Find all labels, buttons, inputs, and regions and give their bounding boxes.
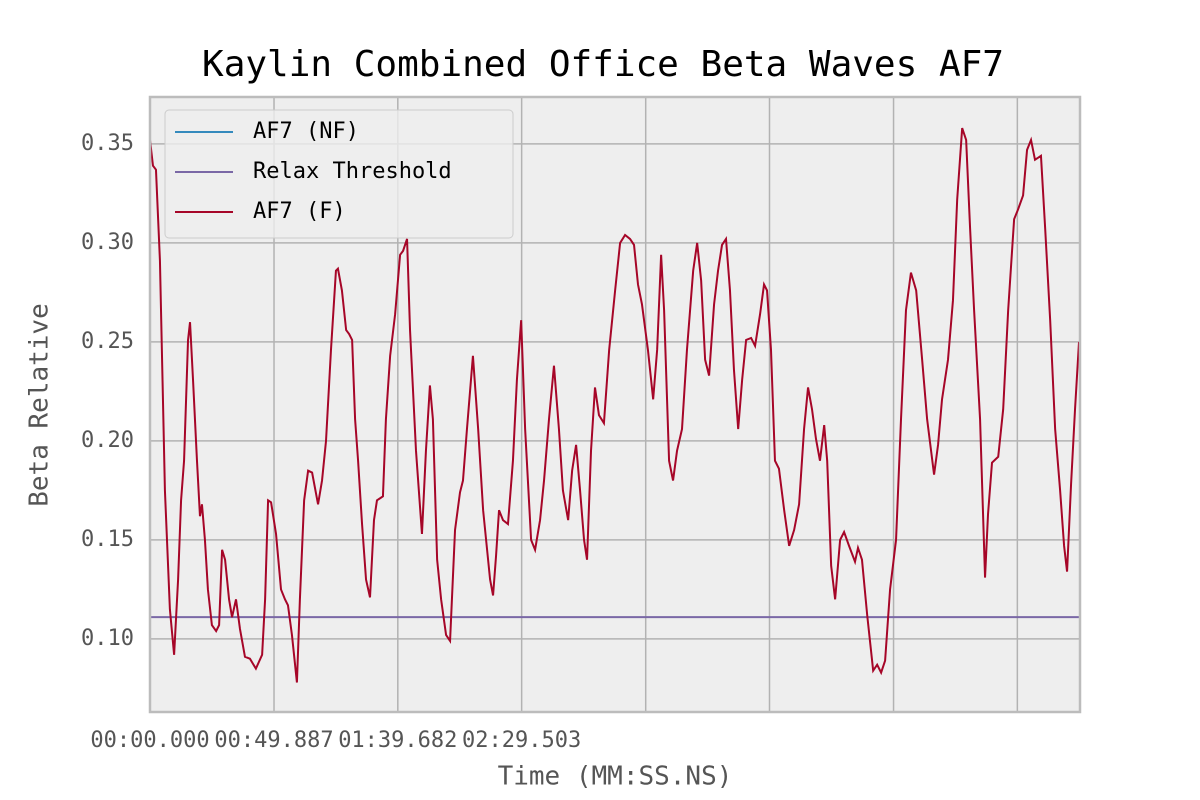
x-tick-label: 02:29.503: [462, 728, 581, 753]
series-line: [150, 127, 1080, 683]
y-axis-label: Beta Relative: [25, 303, 55, 507]
y-tick-label: 0.15: [81, 527, 134, 552]
x-tick-label: 01:39.682: [338, 728, 457, 753]
chart-title: Kaylin Combined Office Beta Waves AF7: [202, 44, 1004, 85]
y-tick-label: 0.35: [81, 131, 134, 156]
legend-label: AF7 (F): [253, 199, 346, 224]
legend-label: AF7 (NF): [253, 119, 359, 144]
x-tick-label: 00:49.887: [214, 728, 333, 753]
y-tick-label: 0.10: [81, 626, 134, 651]
y-tick-label: 0.20: [81, 428, 134, 453]
legend-label: Relax Threshold: [253, 159, 452, 184]
plot-frame: [148, 95, 1082, 714]
y-tick-label: 0.30: [81, 230, 134, 255]
x-axis-label: Time (MM:SS.NS): [498, 762, 733, 792]
legend-box: [164, 109, 514, 239]
y-tick-label: 0.25: [81, 329, 134, 354]
x-tick-label: 00:00.000: [90, 728, 209, 753]
